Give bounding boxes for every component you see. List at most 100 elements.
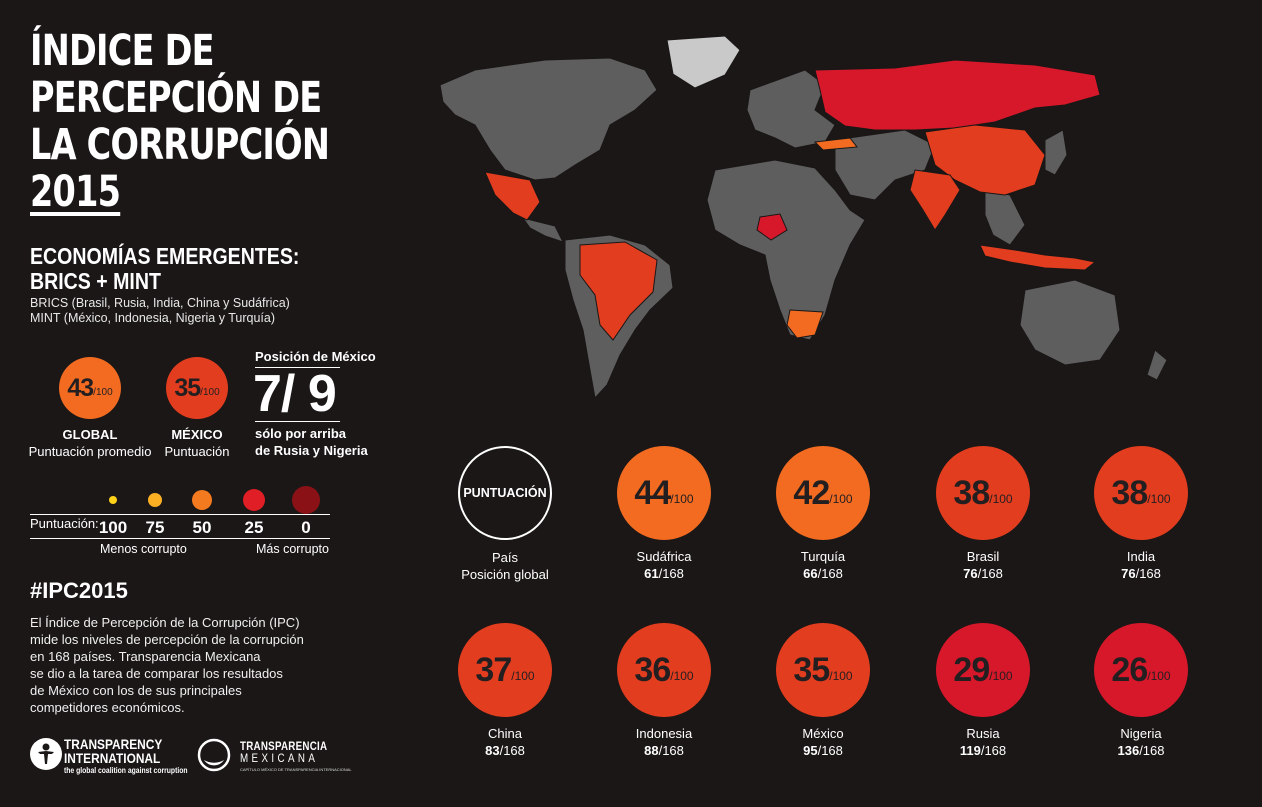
country-rank-total: /168 (817, 566, 843, 581)
tm-tagline: CAPÍTULO MÉXICO DE TRANSPARENCIA INTERNA… (240, 767, 352, 772)
map-australia (1019, 279, 1121, 366)
country-score-den: /100 (829, 669, 853, 683)
title-line-1: ÍNDICE DE (30, 26, 215, 76)
key-circle-label: PUNTUACIÓN (463, 486, 547, 500)
country-score: 42 (793, 473, 830, 512)
map-russia (814, 59, 1101, 131)
country-label: China 83/168 (445, 725, 565, 759)
country-label: Rusia 119/168 (923, 725, 1043, 759)
country-rank: 66 (803, 566, 818, 581)
country-name: Brasil (966, 549, 1000, 564)
position-value: 7/ 9 (253, 365, 337, 423)
body-line-5: de México con los de sus principales (30, 683, 242, 698)
country-name: México (802, 726, 844, 741)
mexico-label: MÉXICO Puntuación (140, 426, 254, 460)
country-rank: 83 (485, 743, 500, 758)
ti-tagline: the global coalition against corruption (64, 766, 188, 775)
country-name: Rusia (966, 726, 1000, 741)
global-score: 43 (67, 373, 94, 402)
map-north-america (439, 57, 658, 181)
legend-dot-75 (148, 493, 162, 507)
country-score: 35 (793, 650, 830, 689)
position-sub-2: de Rusia y Nigeria (255, 443, 368, 458)
country-name: India (1126, 549, 1156, 564)
body-line-1: El Índice de Percepción de la Corrupción… (30, 615, 300, 630)
country-rank: 76 (1121, 566, 1136, 581)
global-label: GLOBAL Puntuación promedio (20, 426, 160, 460)
map-japan (1044, 129, 1068, 176)
page-title: ÍNDICE DE PERCEPCIÓN DE LA CORRUPCIÓN 20… (30, 26, 330, 217)
country-label: Indonesia 88/168 (604, 725, 724, 759)
country-circle: 36/100 (617, 623, 711, 717)
country-label: Nigeria 136/168 (1081, 725, 1201, 759)
brics-definition: BRICS (Brasil, Rusia, India, China y Sud… (30, 296, 290, 310)
country-circle: 35/100 (776, 623, 870, 717)
legend-dot-50 (192, 490, 212, 510)
map-china (924, 124, 1046, 196)
tm-logo-text: TRANSPARENCIA MEXICANA (240, 741, 327, 765)
map-nigeria (756, 213, 788, 241)
body-line-6: competidores económicos. (30, 700, 185, 715)
country-rank: 95 (803, 743, 818, 758)
position-heading: Posición de México (255, 349, 376, 364)
map-africa (706, 159, 866, 341)
country-score-den: /100 (989, 669, 1013, 683)
global-title: GLOBAL (62, 427, 118, 442)
country-name: Turquía (800, 549, 846, 564)
key-line-2: Posición global (461, 567, 549, 582)
country-rank: 76 (963, 566, 978, 581)
subtitle-line-2: BRICS + MINT (30, 268, 161, 294)
mexico-score-circle: 35/100 (166, 357, 228, 419)
map-turkey (813, 137, 858, 151)
country-rank-total: /168 (980, 743, 1007, 758)
mexico-title: MÉXICO (171, 427, 223, 442)
transparencia-mexicana-logo-icon (197, 738, 231, 772)
body-line-4: se dio a la tarea de comparar los result… (30, 666, 283, 681)
tm-line-2: MEXICANA (240, 753, 319, 765)
country-rank-total: /168 (658, 566, 684, 581)
country-name: China (488, 726, 522, 741)
body-line-2: mide los niveles de percepción de la cor… (30, 632, 304, 647)
country-score: 38 (1111, 473, 1148, 512)
country-label: Sudáfrica 61/168 (604, 548, 724, 582)
body-text: El Índice de Percepción de la Corrupción… (30, 614, 350, 716)
country-name: Indonesia (635, 726, 693, 741)
legend-dot-0 (292, 486, 320, 514)
country-rank: 136 (1117, 743, 1140, 758)
subtitle: ECONOMÍAS EMERGENTES: BRICS + MINT (30, 244, 299, 294)
country-name: Nigeria (1120, 726, 1162, 741)
country-circle: 38/100 (936, 446, 1030, 540)
country-rank: 119 (959, 743, 981, 758)
country-score: 29 (953, 650, 990, 689)
ti-line-2: INTERNATIONAL (64, 750, 161, 766)
map-south-africa (786, 309, 824, 339)
country-score-den: /100 (511, 669, 535, 683)
global-sub: Puntuación promedio (28, 444, 152, 459)
country-score: 44 (634, 473, 671, 512)
mexico-sub: Puntuación (164, 444, 230, 459)
map-indonesia (979, 244, 1097, 271)
legend-value-0: 0 (301, 518, 311, 537)
country-rank: 88 (644, 743, 659, 758)
country-score: 37 (475, 650, 512, 689)
position-sub: sólo por arriba de Rusia y Nigeria (255, 425, 368, 459)
country-score: 38 (953, 473, 990, 512)
title-year: 2015 (30, 167, 121, 217)
country-rank-total: /168 (658, 743, 684, 758)
legend-value-75: 75 (145, 518, 165, 537)
country-rank-total: /168 (977, 566, 1003, 581)
country-label: Turquía 66/168 (763, 548, 883, 582)
country-label: India 76/168 (1081, 548, 1201, 582)
country-rank-total: /168 (499, 743, 525, 758)
key-line-1: País (491, 550, 518, 565)
legend-value-25: 25 (244, 518, 264, 537)
country-label: México 95/168 (763, 725, 883, 759)
country-name: Sudáfrica (636, 549, 692, 564)
position-sub-1: sólo por arriba (255, 426, 347, 441)
country-score: 36 (634, 650, 671, 689)
subtitle-line-1: ECONOMÍAS EMERGENTES: (30, 243, 300, 269)
map-new-zealand (1146, 349, 1168, 381)
map-southeast-asia (984, 189, 1026, 246)
country-score-den: /100 (670, 492, 694, 506)
country-rank-total: /168 (817, 743, 843, 758)
